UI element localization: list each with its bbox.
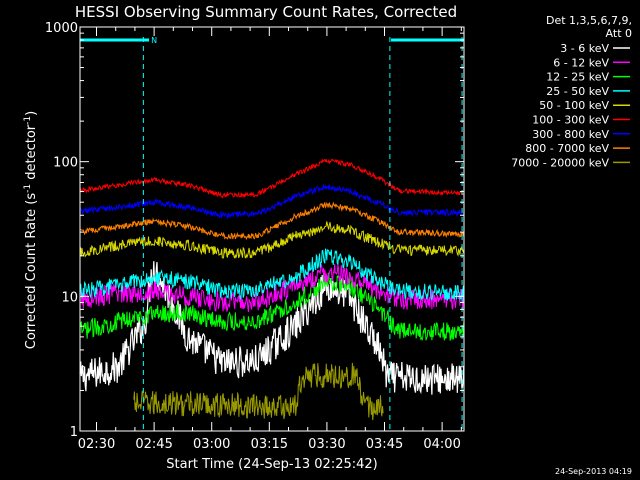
x-tick-label: 03:45 <box>366 437 403 452</box>
series-line-s12_25 <box>79 272 465 341</box>
legend-label: 6 - 12 keV <box>553 56 609 69</box>
series-line-s7000_20000 <box>133 362 384 421</box>
plot-area: N <box>79 36 465 431</box>
y-axis: 1 10 100 1000 <box>45 21 464 440</box>
legend-label: 7000 - 20000 keV <box>511 156 609 169</box>
legend-label: 300 - 800 keV <box>532 128 609 141</box>
x-tick-label: 03:00 <box>193 437 230 452</box>
chart-title: HESSI Observing Summary Count Rates, Cor… <box>75 3 457 21</box>
legend-label: 800 - 7000 keV <box>525 142 609 155</box>
y-axis-label-part3: ) <box>24 111 39 116</box>
legend-subtitle: Att 0 <box>606 27 632 40</box>
y-tick-label: 1000 <box>45 21 78 36</box>
series-line-s50_100 <box>79 221 465 259</box>
x-tick-label: 04:00 <box>423 437 460 452</box>
y-axis-label-part2: detector <box>24 124 39 184</box>
y-axis-label-sup2: -1 <box>23 116 33 125</box>
legend-label: 25 - 50 keV <box>546 85 609 98</box>
y-tick-label: 1 <box>70 425 78 440</box>
state-bar-label: N <box>151 36 157 45</box>
x-axis-label: Start Time (24-Sep-13 02:25:42) <box>166 457 377 472</box>
legend-label: 50 - 100 keV <box>539 99 609 112</box>
series-line-s800_7000 <box>79 201 465 241</box>
series-line-s100_300 <box>79 158 465 199</box>
series-line-s3_6 <box>79 261 465 395</box>
legend-title: Det 1,3,5,6,7,9, <box>546 14 632 27</box>
x-axis: 02:30 02:45 03:00 03:15 03:30 03:45 04:00 <box>78 27 462 452</box>
x-tick-label: 02:30 <box>78 437 115 452</box>
legend-label: 12 - 25 keV <box>546 71 609 84</box>
y-axis-label-part1: Corrected Count Rate (s <box>24 193 39 350</box>
y-axis-label-sup1: -1 <box>23 184 33 193</box>
series-line-s25_50 <box>79 248 465 302</box>
x-tick-label: 03:15 <box>251 437 288 452</box>
y-tick-label: 100 <box>53 156 78 171</box>
plot-frame <box>79 26 465 432</box>
legend-label: 100 - 300 keV <box>532 114 609 127</box>
x-tick-label: 03:30 <box>308 437 345 452</box>
footer-timestamp: 24-Sep-2013 04:19 <box>555 467 632 476</box>
legend-label: 3 - 6 keV <box>560 42 609 55</box>
series-line-s300_800 <box>79 183 465 220</box>
x-tick-label: 02:45 <box>135 437 172 452</box>
y-axis-label: Corrected Count Rate (s-1 detector-1) <box>23 111 39 349</box>
y-tick-label: 10 <box>61 290 78 305</box>
